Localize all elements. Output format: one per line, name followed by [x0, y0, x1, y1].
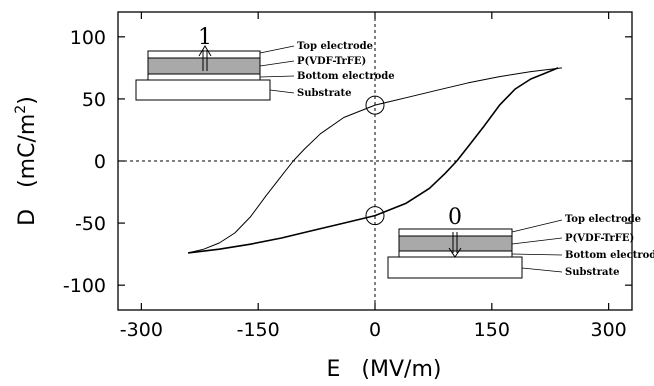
label-pvdf: P(VDF-TrFE)	[565, 233, 634, 244]
polarization-up-arrow-icon	[198, 45, 212, 71]
y-tick-label: 50	[82, 89, 106, 111]
leader-line	[511, 253, 563, 256]
y-axis-label-sup: 2	[13, 105, 29, 114]
x-tick-label: 300	[591, 319, 627, 341]
leader-line	[269, 89, 295, 94]
zero-lines	[118, 12, 632, 310]
y-axis-label-close: )	[15, 96, 40, 105]
y-axis-label: D (mC/m	[15, 114, 40, 226]
leader-line	[259, 60, 295, 67]
y-tick-label: -50	[75, 213, 106, 235]
pvdf-layer	[398, 235, 513, 252]
label-top-electrode: Top electrode	[565, 214, 641, 225]
leader-line	[259, 75, 295, 78]
plot-frame	[117, 11, 633, 311]
top-electrode-layer	[398, 228, 513, 237]
leader-line	[521, 267, 563, 273]
ticks-layer: -300 -150 0 150 300 -100 -50 0 50 100	[63, 12, 632, 341]
label-top-electrode: Top electrode	[297, 41, 373, 52]
leader-line	[511, 237, 563, 245]
label-bottom-electrode: Bottom electrode	[565, 250, 654, 261]
hysteresis-branch-upper	[187, 67, 562, 254]
pvdf-layer	[147, 57, 261, 75]
y-tick-label: 0	[94, 151, 106, 173]
y-axis-label-group: D (mC/m2)	[13, 96, 40, 226]
x-tick-label: 0	[369, 319, 381, 341]
remanent-point-marker	[365, 95, 385, 115]
y-tick-label: -100	[63, 275, 106, 297]
state-0-label: 0	[448, 205, 462, 230]
leader-line	[511, 219, 563, 233]
substrate-layer	[387, 256, 523, 279]
state-1-label: 1	[198, 25, 212, 50]
polarization-down-arrow-icon	[448, 232, 462, 258]
leader-line	[259, 45, 295, 54]
x-tick-label: 150	[474, 319, 510, 341]
label-pvdf: P(VDF-TrFE)	[297, 56, 366, 67]
top-electrode-layer	[147, 50, 261, 59]
x-tick-label: -150	[237, 319, 280, 341]
inset-state-1: 1 Top electrode P(VDF-TrFE) Bottom elect…	[135, 25, 395, 101]
hysteresis-curves	[187, 67, 562, 254]
x-tick-label: -300	[120, 319, 163, 341]
remanent-point-marker	[365, 206, 385, 226]
svg-text:D (mC/m2): D (mC/m2)	[13, 96, 40, 226]
x-axis-label: E (MV/m)	[327, 357, 442, 382]
y-tick-label: 100	[70, 27, 106, 49]
inset-state-0: 0 Top electrode P(VDF-TrFE) Bottom elect…	[387, 205, 654, 279]
remanent-markers	[365, 95, 385, 226]
hysteresis-branch-lower	[188, 67, 559, 254]
label-bottom-electrode: Bottom electrode	[297, 71, 395, 82]
label-substrate: Substrate	[297, 88, 351, 99]
substrate-layer	[135, 79, 271, 101]
bottom-electrode-layer	[147, 73, 261, 81]
label-substrate: Substrate	[565, 267, 619, 278]
